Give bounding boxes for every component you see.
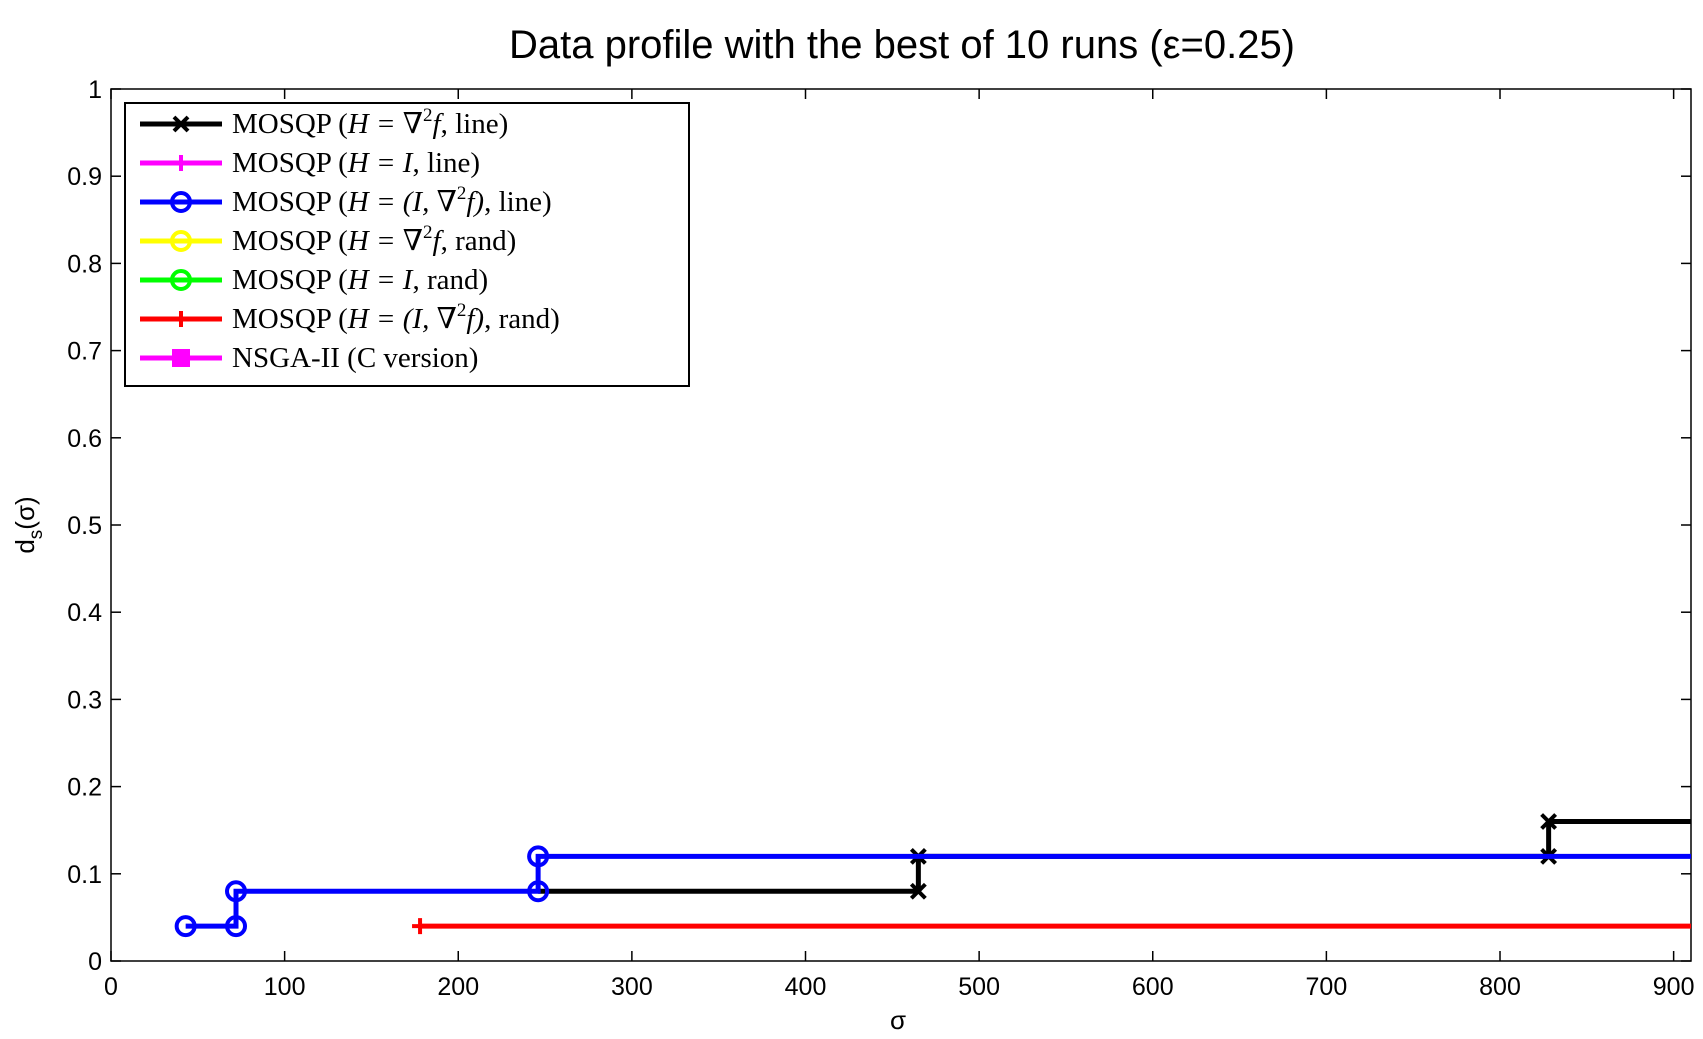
legend: MOSQP (H = ∇2f, line)MOSQP (H = I, line)… <box>124 102 690 387</box>
x-axis-label: σ <box>890 1005 906 1035</box>
x-tick-label: 0 <box>104 973 118 1001</box>
legend-label-math: H = (I, ∇ <box>347 186 457 218</box>
legend-label-prefix: MOSQP ( <box>232 147 348 179</box>
legend-label-suffix: , line) <box>484 186 552 218</box>
legend-label-suffix: , rand) <box>441 225 517 257</box>
x-tick-label: 800 <box>1479 973 1521 1001</box>
data-point <box>527 880 550 903</box>
data-point <box>909 882 927 900</box>
legend-label: NSGA-II (C version) <box>232 342 478 374</box>
legend-label-math: H = I <box>347 147 414 179</box>
x-tick-label: 200 <box>437 973 479 1001</box>
y-tick-label: 0.5 <box>67 512 102 540</box>
legend-entry-1: MOSQP (H = ∇2f, line) <box>140 105 508 140</box>
y-tick-label: 0.7 <box>67 338 102 366</box>
legend-label-math: H = I <box>347 264 414 296</box>
y-tick-label: 0.8 <box>67 250 102 278</box>
x-tick-label: 400 <box>785 973 827 1001</box>
data-point <box>225 915 248 938</box>
legend-swatch-marker <box>173 155 189 171</box>
legend-label-prefix: MOSQP ( <box>232 264 348 296</box>
legend-label-suffix: , line) <box>441 108 509 140</box>
y-tick-label: 1 <box>88 76 102 104</box>
data-point <box>174 915 197 938</box>
x-tick-label: 600 <box>1132 973 1174 1001</box>
legend-label: MOSQP (H = I, rand) <box>232 264 488 296</box>
legend-swatch-marker <box>172 349 190 367</box>
y-tick-label: 0.9 <box>67 163 102 191</box>
y-axis-label-tail: (σ) <box>10 496 40 529</box>
legend-label-math: H = ∇ <box>347 108 423 140</box>
legend-label: MOSQP (H = (I, ∇2f), rand) <box>232 300 560 335</box>
legend-label-suffix: , line) <box>412 147 480 179</box>
legend-label-suffix: , rand) <box>484 303 560 335</box>
series-layer <box>174 813 1691 938</box>
legend-swatch-marker <box>173 311 189 327</box>
y-tick-label: 0.1 <box>67 861 102 889</box>
legend-entry-7: NSGA-II (C version) <box>140 342 478 374</box>
legend-box <box>124 102 690 387</box>
legend-label-prefix: MOSQP ( <box>232 225 348 257</box>
x-tick-label: 300 <box>611 973 653 1001</box>
legend-label: MOSQP (H = I, line) <box>232 147 480 179</box>
legend-label-superscript: 2 <box>423 105 433 126</box>
x-tick-label: 700 <box>1306 973 1348 1001</box>
legend-label-superscript: 2 <box>423 222 433 243</box>
legend-label-math-tail: f) <box>466 186 484 218</box>
legend-entry-3: MOSQP (H = (I, ∇2f), line) <box>140 183 552 218</box>
legend-label-math: H = (I, ∇ <box>347 303 457 335</box>
legend-label-math-tail: f) <box>466 303 484 335</box>
series-6 <box>412 918 1691 935</box>
data-point <box>527 845 550 868</box>
legend-swatch-marker <box>170 269 192 291</box>
y-axis-label-main: d <box>10 539 40 553</box>
series-3 <box>174 845 1691 938</box>
legend-label-superscript: 2 <box>457 183 467 204</box>
legend-label-superscript: 2 <box>457 300 467 321</box>
legend-label-prefix: MOSQP ( <box>232 108 348 140</box>
legend-swatch-marker <box>170 191 192 213</box>
legend-entry-4: MOSQP (H = ∇2f, rand) <box>140 222 516 257</box>
x-tick-label: 100 <box>264 973 306 1001</box>
y-tick-label: 0.6 <box>67 425 102 453</box>
data-point <box>225 880 248 903</box>
legend-label: MOSQP (H = ∇2f, line) <box>232 105 508 140</box>
legend-label: MOSQP (H = (I, ∇2f), line) <box>232 183 552 218</box>
y-axis-label: ds(σ) <box>10 496 47 553</box>
data-point <box>412 918 429 935</box>
legend-label-prefix: MOSQP ( <box>232 303 348 335</box>
y-tick-label: 0 <box>88 948 102 976</box>
legend-label-prefix: NSGA-II (C version) <box>232 342 478 374</box>
axis-ticks: 0 100 200 300 400 500 600 700 800 900 0 0.1 0.2 0.3 0.… <box>67 76 1694 1001</box>
legend-label-suffix: , rand) <box>412 264 488 296</box>
legend-entry-5: MOSQP (H = I, rand) <box>140 264 488 296</box>
y-tick-label: 0.3 <box>67 686 102 714</box>
x-tick-label: 900 <box>1653 973 1695 1001</box>
y-tick-label: 0.2 <box>67 774 102 802</box>
legend-entry-2: MOSQP (H = I, line) <box>140 147 480 179</box>
legend-entry-6: MOSQP (H = (I, ∇2f), rand) <box>140 300 560 335</box>
legend-label-math: H = ∇ <box>347 225 423 257</box>
legend-label-prefix: MOSQP ( <box>232 186 348 218</box>
legend-label: MOSQP (H = ∇2f, rand) <box>232 222 516 257</box>
legend-swatch-marker <box>170 230 192 252</box>
y-axis-label-subscript: s <box>26 530 47 540</box>
y-tick-label: 0.4 <box>67 599 102 627</box>
legend-swatch-marker <box>172 115 190 133</box>
chart-title: Data profile with the best of 10 runs (ε… <box>509 23 1295 67</box>
data-point <box>1540 813 1558 830</box>
x-tick-label: 500 <box>958 973 1000 1001</box>
